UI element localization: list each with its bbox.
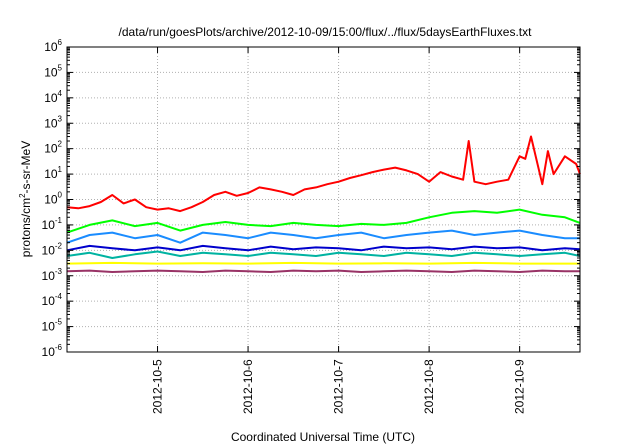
series-line-1: [66, 135, 581, 213]
x-axis-label: Coordinated Universal Time (UTC): [231, 430, 415, 444]
y-tick-label: 106: [44, 38, 62, 54]
y-axis-label-base: protons/cm: [19, 198, 33, 257]
y-tick-label: 102: [44, 140, 62, 156]
series-line-5: [66, 250, 581, 259]
y-tick-label: 10-6: [42, 343, 63, 359]
y-tick-label: 10-2: [42, 241, 63, 257]
y-tick-label: 10-5: [42, 318, 63, 334]
chart-title: /data/run/goesPlots/archive/2012-10-09/1…: [119, 25, 533, 39]
y-tick-label: 10-4: [42, 292, 63, 308]
y-axis-label-sup: 2: [18, 193, 27, 198]
series-line-7: [66, 269, 580, 273]
series-line-4: [66, 244, 581, 252]
x-tick-label: 2012-10-6: [241, 359, 255, 414]
y-tick-label: 101: [44, 165, 62, 181]
y-tick-label: 105: [44, 63, 62, 79]
y-tick-label: 103: [44, 114, 62, 130]
series-line-3: [66, 229, 580, 244]
x-tick-label: 2012-10-5: [151, 359, 165, 414]
x-tick-label: 2012-10-7: [332, 359, 346, 414]
series-line-2: [66, 208, 581, 234]
grid: [67, 47, 580, 352]
x-tick-label: 2012-10-9: [513, 359, 527, 414]
y-tick-label: 104: [44, 89, 62, 105]
y-tick-label: 10-1: [42, 216, 63, 232]
plot-frame: [66, 46, 581, 353]
y-tick-label: 10-3: [42, 267, 63, 283]
x-tick-labels: 2012-10-5 2012-10-6 2012-10-7 2012-10-8 2012…: [151, 359, 527, 414]
axis-ticks: [67, 46, 580, 353]
series-line-6: [66, 261, 580, 265]
y-tick-labels: 10-6 10-5 10-4 10-3 10-2 10-1 100 101 102 103 104 1…: [42, 38, 63, 359]
x-tick-label: 2012-10-8: [422, 359, 436, 414]
y-axis-label-rest: -s-sr-MeV: [19, 141, 33, 194]
y-axis-label: protons/cm2-s-sr-MeV: [18, 141, 33, 257]
series-group: [66, 135, 581, 273]
y-tick-label: 100: [44, 191, 62, 207]
